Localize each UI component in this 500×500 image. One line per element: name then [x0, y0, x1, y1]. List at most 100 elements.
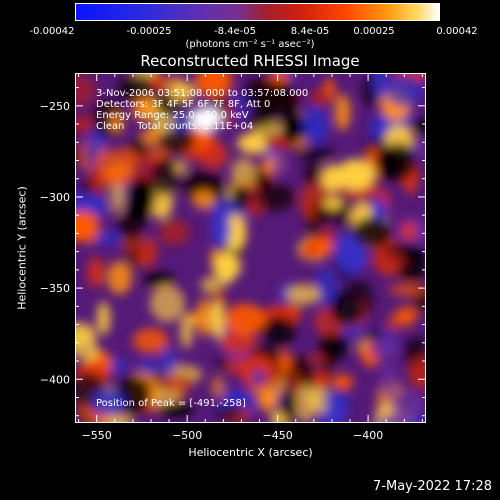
- heatmap-blob: [380, 362, 397, 397]
- heatmap-blob: [336, 159, 376, 191]
- heatmap-blob: [180, 312, 193, 349]
- heatmap-blob: [149, 285, 185, 323]
- heatmap-blob: [371, 337, 398, 360]
- time-range-label: 3-Nov-2006 03:51:08.000 to 03:57:08.000: [96, 88, 309, 99]
- heatmap-blob: [157, 129, 196, 152]
- heatmap-blob: [331, 374, 354, 391]
- colorbar-tick: -8.4e-05: [214, 26, 256, 37]
- heatmap-blob: [220, 98, 237, 128]
- heatmap-blob: [87, 257, 105, 288]
- heatmap-blob: [329, 290, 364, 326]
- heatmap-blob: [309, 89, 331, 107]
- heatmap-blob: [302, 106, 329, 145]
- heatmap-blob: [215, 406, 244, 420]
- heatmap-blob: [161, 373, 194, 396]
- heatmap-blob: [90, 389, 125, 416]
- clean-counts-label: Clean Total counts: 2.11E+04: [96, 121, 254, 132]
- heatmap-blob: [315, 207, 330, 222]
- heatmap-blob: [220, 331, 257, 354]
- heatmap-blob: [278, 350, 291, 376]
- heatmap-blob: [319, 329, 347, 362]
- colorbar-tick: -0.00042: [29, 26, 75, 37]
- heatmap-blob: [78, 210, 101, 245]
- colorbar-ticks: -0.00042 -0.00025 -8.4e-05 8.4e-05 0.000…: [25, 26, 478, 40]
- heatmap-blob: [211, 208, 231, 249]
- heatmap-blob: [374, 74, 387, 100]
- y-axis-label: Heliocentric Y (arcsec): [15, 186, 29, 310]
- heatmap-blob: [192, 190, 216, 209]
- heatmap-blob: [151, 74, 166, 91]
- heatmap-blob: [100, 168, 132, 186]
- heatmap-blob: [106, 148, 140, 168]
- heatmap-blob: [322, 391, 351, 409]
- heatmap-blob: [335, 244, 368, 273]
- heatmap-blob: [231, 157, 257, 190]
- heatmap-blob: [323, 196, 343, 210]
- peak-position-label: Position of Peak = [-491,-258]: [96, 398, 246, 409]
- heatmap-blob: [230, 184, 252, 210]
- colorbar-tick: -0.00025: [126, 26, 172, 37]
- heatmap-blob: [197, 297, 212, 338]
- heatmap-blob: [199, 140, 229, 169]
- heatmap-blob: [262, 315, 296, 347]
- chart-title: Reconstructed RHESSI Image: [140, 52, 360, 70]
- heatmap-blob: [375, 146, 400, 180]
- heatmap-blob: [300, 241, 319, 261]
- heatmap-blob: [132, 328, 169, 354]
- detectors-label: Detectors: 3F 4F 5F 6F 7F 8F, Att 0: [96, 99, 271, 110]
- heatmap-blob: [211, 376, 225, 398]
- heatmap-blob: [158, 219, 190, 246]
- x-tick-label: −400: [353, 429, 383, 442]
- colorbar-units: (photons cm⁻² s⁻¹ asec⁻²): [185, 39, 315, 50]
- colorbar: [75, 3, 440, 21]
- heatmap-blob: [151, 157, 179, 197]
- heatmap-blob: [109, 111, 125, 134]
- heatmap-blob: [280, 388, 300, 422]
- x-tick-label: −550: [82, 429, 112, 442]
- heatmap-blob: [295, 383, 317, 422]
- heatmap-blob: [390, 391, 425, 418]
- heatmap-blob: [126, 189, 152, 222]
- heatmap-blob: [76, 74, 96, 107]
- heatmap-blob: [281, 106, 302, 145]
- heatmap-blob: [388, 283, 425, 297]
- heatmap-blob: [410, 119, 425, 133]
- y-tick-label: −250: [40, 100, 70, 113]
- heatmap-plot[interactable]: 3-Nov-2006 03:51:08.000 to 03:57:08.000 …: [75, 73, 426, 423]
- energy-range-label: Energy Range: 25.0 - 50.0 keV: [96, 110, 249, 121]
- heatmap-blob: [313, 371, 329, 388]
- heatmap-blob: [76, 322, 96, 347]
- heatmap-blob: [107, 261, 132, 295]
- heatmap-blob: [200, 276, 223, 294]
- colorbar-tick: 0.00025: [353, 26, 395, 37]
- heatmap-blob: [271, 157, 286, 176]
- heatmap-image: [76, 74, 425, 422]
- x-tick-label: −450: [263, 429, 293, 442]
- heatmap-blob: [255, 183, 296, 211]
- heatmap-blob: [407, 355, 425, 391]
- heatmap-blob: [264, 135, 287, 151]
- heatmap-blob: [225, 303, 265, 336]
- heatmap-blob: [248, 115, 267, 128]
- heatmap-blob: [352, 216, 392, 246]
- heatmap-blob: [216, 353, 229, 369]
- heatmap-blob: [122, 236, 159, 258]
- heatmap-blob: [400, 221, 417, 241]
- heatmap-blob: [315, 268, 337, 307]
- heatmap-blob: [370, 249, 407, 272]
- colorbar-tick: 8.4e-05: [290, 26, 330, 37]
- heatmap-blob: [386, 74, 424, 107]
- heatmap-blob: [138, 359, 158, 374]
- heatmap-blob: [90, 165, 106, 195]
- heatmap-blob: [169, 82, 196, 102]
- timestamp: 7-May-2022 17:28: [373, 479, 492, 494]
- heatmap-blob: [117, 75, 157, 102]
- y-tick-label: −350: [40, 282, 70, 295]
- heatmap-blob: [210, 299, 225, 339]
- x-tick-label: −500: [172, 429, 202, 442]
- heatmap-blob: [251, 369, 267, 387]
- heatmap-blob: [395, 306, 419, 324]
- heatmap-blob: [217, 250, 236, 285]
- y-tick-label: −300: [40, 191, 70, 204]
